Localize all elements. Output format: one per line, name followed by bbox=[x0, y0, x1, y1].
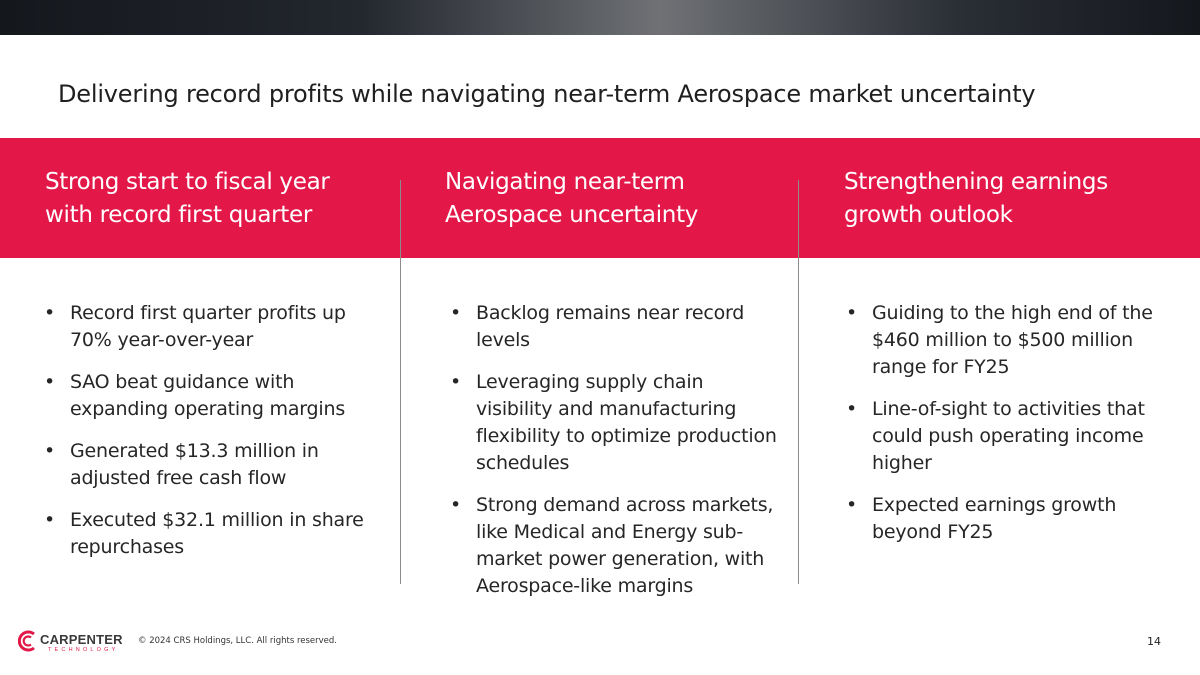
company-logo: CARPENTER TECHNOLOGY bbox=[18, 630, 123, 656]
bullet-list-3: • Guiding to the high end of the $460 mil… bbox=[846, 300, 1166, 561]
logo-name: CARPENTER bbox=[40, 632, 123, 647]
bullet-icon: • bbox=[44, 371, 56, 393]
list-item: • Guiding to the high end of the $460 mil… bbox=[846, 300, 1166, 381]
list-item-text: Generated $13.3 million in adjusted free… bbox=[70, 440, 319, 489]
list-item-text: Strong demand across markets, like Medic… bbox=[476, 494, 774, 597]
list-item-text: Record first quarter profits up 70% year… bbox=[70, 302, 346, 351]
copyright-text: © 2024 CRS Holdings, LLC. All rights res… bbox=[138, 636, 337, 646]
list-item: • Strong demand across markets, like Medi… bbox=[450, 492, 780, 600]
list-item-text: Executed $32.1 million in share repurcha… bbox=[70, 509, 364, 558]
list-item: • Expected earnings growth beyond FY25 bbox=[846, 492, 1166, 546]
header-band bbox=[0, 138, 1200, 258]
list-item: • Record first quarter profits up 70% yea… bbox=[44, 300, 374, 354]
list-item: • SAO beat guidance with expanding operat… bbox=[44, 369, 374, 423]
column-heading-1: Strong start to fiscal year with record … bbox=[45, 166, 330, 232]
bullet-icon: • bbox=[450, 302, 462, 324]
column-heading-1-line1: Strong start to fiscal year bbox=[45, 169, 330, 195]
list-item-text: Line-of-sight to activities that could p… bbox=[872, 398, 1145, 474]
page-number: 14 bbox=[1147, 635, 1161, 648]
list-item-text: Expected earnings growth beyond FY25 bbox=[872, 494, 1117, 543]
column-heading-3-line2: growth outlook bbox=[844, 202, 1013, 228]
column-heading-1-line2: with record first quarter bbox=[45, 202, 312, 228]
bullet-icon: • bbox=[450, 371, 462, 393]
bullet-icon: • bbox=[846, 302, 858, 324]
column-divider bbox=[798, 180, 799, 584]
list-item: • Line-of-sight to activities that could … bbox=[846, 396, 1166, 477]
list-item-text: Backlog remains near record levels bbox=[476, 302, 745, 351]
column-heading-2: Navigating near-term Aerospace uncertain… bbox=[445, 166, 698, 232]
bullet-icon: • bbox=[450, 494, 462, 516]
column-heading-3: Strengthening earnings growth outlook bbox=[844, 166, 1108, 232]
bullet-list-1: • Record first quarter profits up 70% yea… bbox=[44, 300, 374, 576]
list-item: • Backlog remains near record levels bbox=[450, 300, 780, 354]
column-heading-2-line1: Navigating near-term bbox=[445, 169, 685, 195]
page-title: Delivering record profits while navigati… bbox=[58, 80, 1036, 108]
bullet-list-2: • Backlog remains near record levels • Lev… bbox=[450, 300, 780, 615]
list-item-text: SAO beat guidance with expanding operati… bbox=[70, 371, 346, 420]
top-banner bbox=[0, 0, 1200, 35]
list-item: • Generated $13.3 million in adjusted fre… bbox=[44, 438, 374, 492]
list-item: • Executed $32.1 million in share repurch… bbox=[44, 507, 374, 561]
list-item-text: Leveraging supply chain visibility and m… bbox=[476, 371, 777, 474]
bullet-icon: • bbox=[44, 509, 56, 531]
carpenter-logo-icon bbox=[18, 630, 35, 652]
bullet-icon: • bbox=[44, 440, 56, 462]
list-item-text: Guiding to the high end of the $460 mill… bbox=[872, 302, 1153, 378]
column-divider bbox=[400, 180, 401, 584]
bullet-icon: • bbox=[44, 302, 56, 324]
column-heading-3-line1: Strengthening earnings bbox=[844, 169, 1108, 195]
logo-subtitle: TECHNOLOGY bbox=[48, 647, 119, 653]
column-heading-2-line2: Aerospace uncertainty bbox=[445, 202, 699, 228]
bullet-icon: • bbox=[846, 398, 858, 420]
list-item: • Leveraging supply chain visibility and … bbox=[450, 369, 780, 477]
bullet-icon: • bbox=[846, 494, 858, 516]
